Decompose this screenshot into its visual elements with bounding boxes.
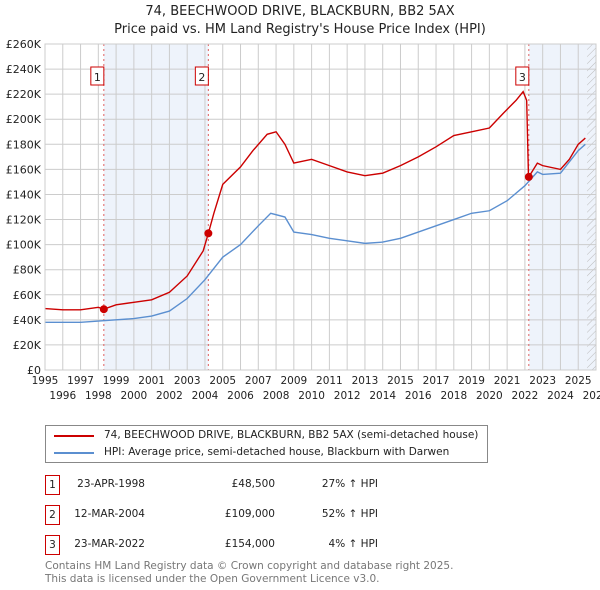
legend-label: 74, BEECHWOOD DRIVE, BLACKBURN, BB2 5AX …: [104, 429, 479, 441]
x-tick-label: 2017: [423, 375, 450, 387]
y-tick-label: £60K: [13, 289, 42, 302]
x-tick-label: 2023: [529, 375, 556, 387]
sale-row: 2 12-MAR-2004 £109,000 52% ↑ HPI: [45, 505, 445, 525]
x-tick-label: 1999: [103, 375, 130, 387]
y-tick-label: £20K: [13, 339, 42, 352]
sale-marker-label: 1: [45, 475, 60, 495]
x-tick-label: 2002: [156, 390, 183, 402]
x-tick-label: 2016: [405, 390, 432, 402]
legend-item-hpi: HPI: Average price, semi-detached house,…: [54, 446, 449, 459]
chart-subtitle: Price paid vs. HM Land Registry's House …: [114, 22, 486, 37]
sale-point: [99, 305, 108, 314]
footer: Contains HM Land Registry data © Crown c…: [45, 560, 453, 586]
x-tick-label: 2007: [245, 375, 272, 387]
sale-date: 23-MAR-2022: [74, 538, 145, 550]
sale-marker-box: [90, 66, 105, 86]
x-tick-label: 2024: [547, 390, 574, 402]
x-tick-label: 2003: [174, 375, 201, 387]
y-tick-label: £240K: [6, 63, 42, 76]
sale-price: £154,000: [224, 538, 275, 550]
x-tick-label: 2006: [227, 390, 254, 402]
sale-marker-label: 2: [45, 505, 60, 525]
x-tick-label: 2015: [387, 375, 414, 387]
legend-swatch-red: [54, 434, 94, 437]
shaded-range: [103, 44, 209, 370]
x-tick-label: 2009: [280, 375, 307, 387]
x-tick-label: 2025: [565, 375, 592, 387]
y-tick-label: £100K: [6, 239, 42, 252]
footer-line: This data is licensed under the Open Gov…: [45, 573, 380, 585]
x-tick-label: 2005: [209, 375, 236, 387]
sale-marker-box: [194, 66, 209, 86]
plot-border: [44, 43, 597, 371]
legend: 74, BEECHWOOD DRIVE, BLACKBURN, BB2 5AX …: [45, 425, 488, 463]
y-tick-label: £0: [27, 364, 41, 377]
legend-swatch-blue: [54, 451, 94, 454]
legend-item-property: 74, BEECHWOOD DRIVE, BLACKBURN, BB2 5AX …: [54, 429, 478, 442]
sale-date: 12-MAR-2004: [74, 508, 145, 520]
footer-line: Contains HM Land Registry data © Crown c…: [45, 560, 454, 572]
x-tick-label: 1997: [67, 375, 94, 387]
x-tick-label: 2013: [352, 375, 379, 387]
sale-point: [524, 172, 533, 181]
y-tick-label: £160K: [6, 163, 42, 176]
sale-row: 1 23-APR-1998 £48,500 27% ↑ HPI: [45, 475, 445, 495]
y-tick-label: £180K: [6, 138, 42, 151]
sale-marker-label: 2: [198, 71, 205, 84]
x-tick-label: 1996: [49, 390, 76, 402]
x-tick-label: 2019: [458, 375, 485, 387]
x-tick-label: 2001: [138, 375, 165, 387]
forecast-hatch: [587, 44, 596, 370]
sale-row: 3 23-MAR-2022 £154,000 4% ↑ HPI: [45, 535, 445, 555]
sale-marker-label: 3: [45, 535, 60, 555]
x-tick-label: 2018: [440, 390, 467, 402]
x-tick-label: 2011: [316, 375, 343, 387]
y-tick-label: £120K: [6, 214, 42, 227]
y-tick-label: £220K: [6, 88, 42, 101]
y-tick-label: £40K: [13, 314, 42, 327]
x-tick-label: 2014: [369, 390, 396, 402]
x-tick-label: 2026: [583, 390, 600, 402]
chart-title: 74, BEECHWOOD DRIVE, BLACKBURN, BB2 5AX: [145, 4, 455, 19]
shaded-range: [528, 44, 596, 370]
sale-price: £109,000: [224, 508, 275, 520]
x-tick-label: 2022: [512, 390, 539, 402]
x-tick-label: 2004: [192, 390, 219, 402]
x-tick-label: 2000: [121, 390, 148, 402]
sale-hpi: 27% ↑ HPI: [321, 478, 378, 490]
x-tick-label: 2021: [494, 375, 521, 387]
y-tick-label: £260K: [6, 38, 42, 51]
x-tick-label: 2020: [476, 390, 503, 402]
x-tick-label: 1995: [32, 375, 59, 387]
x-tick-label: 2010: [298, 390, 325, 402]
x-tick-label: 2008: [263, 390, 290, 402]
x-tick-label: 2012: [334, 390, 361, 402]
series-line: [45, 143, 586, 324]
y-tick-label: £140K: [6, 188, 42, 201]
sale-marker-label: 3: [519, 71, 526, 84]
sale-point: [204, 229, 213, 238]
legend-label: HPI: Average price, semi-detached house,…: [104, 446, 450, 458]
sale-hpi: 52% ↑ HPI: [321, 508, 378, 520]
sale-price: £48,500: [231, 478, 275, 490]
sale-hpi: 4% ↑ HPI: [328, 538, 378, 550]
sale-marker-box: [515, 66, 530, 86]
sale-date: 23-APR-1998: [77, 478, 145, 490]
y-tick-label: £200K: [6, 113, 42, 126]
sale-marker-label: 1: [94, 71, 101, 84]
x-tick-label: 1998: [85, 390, 112, 402]
y-tick-label: £80K: [13, 264, 42, 277]
plot-area: 1995 1996 1997 1998 1999 2000 2001 2002 2003 2004…: [6, 38, 600, 402]
